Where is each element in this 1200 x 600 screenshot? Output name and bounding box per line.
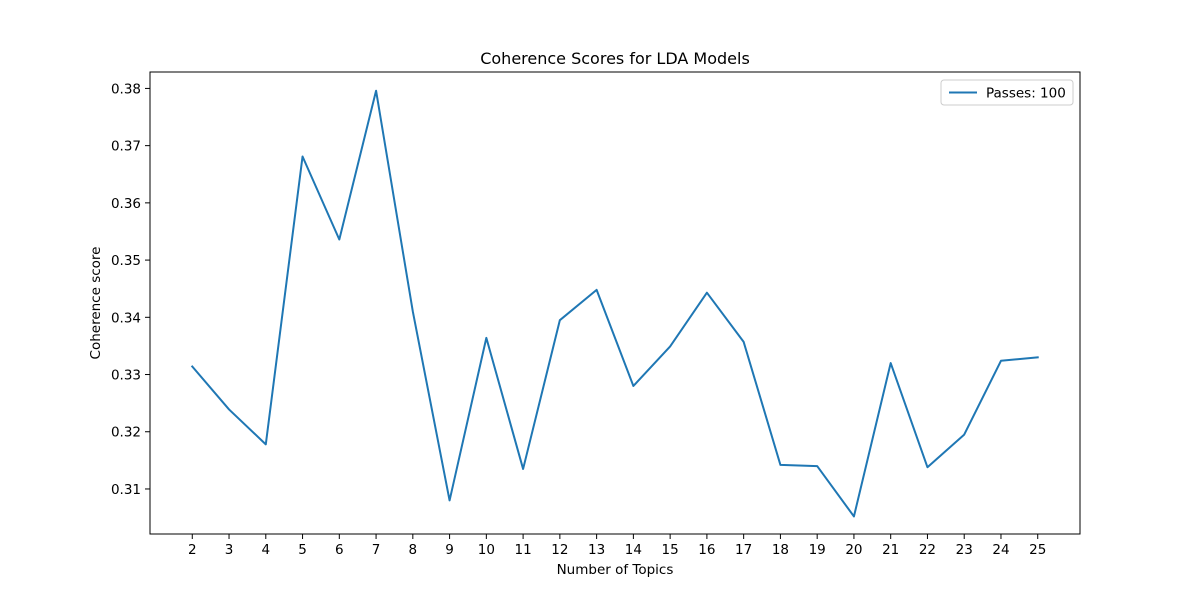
x-tick-label: 10	[478, 542, 495, 558]
x-tick-label: 23	[956, 542, 973, 558]
x-tick-label: 4	[261, 542, 270, 558]
x-tick-label: 16	[698, 542, 715, 558]
y-tick-label: 0.36	[111, 196, 141, 212]
x-tick-label: 15	[662, 542, 679, 558]
x-tick-label: 22	[919, 542, 936, 558]
plot-area	[190, 89, 1039, 518]
legend-box	[940, 79, 1074, 106]
y-tick-label: 0.32	[111, 425, 141, 441]
y-tick-label: 0.37	[111, 139, 141, 155]
x-axis-label: Number of Topics	[557, 562, 674, 578]
legend: Passes: 100	[940, 79, 1074, 106]
x-tick-label: 24	[992, 542, 1009, 558]
x-tick-label: 21	[882, 542, 899, 558]
x-tick-label: 9	[445, 542, 454, 558]
series-line-0	[190, 89, 1039, 518]
x-tick-label: 14	[625, 542, 642, 558]
x-tick-label: 8	[409, 542, 418, 558]
x-tick-label: 3	[225, 542, 234, 558]
x-tick-label: 19	[809, 542, 826, 558]
chart-title: Coherence Scores for LDA Models	[480, 49, 750, 68]
x-tick-label: 7	[372, 542, 381, 558]
x-tick-label: 5	[298, 542, 307, 558]
y-tick-label: 0.34	[111, 310, 141, 326]
x-tick-label: 18	[772, 542, 789, 558]
x-tick-label: 6	[335, 542, 344, 558]
axes: 2 3 4 5 6 7 8 9 10 11 12 13 14 15 16 17 18 19 20 21 22 23 24 25…	[111, 71, 1081, 558]
x-tick-label: 2	[188, 542, 197, 558]
x-tick-label: 12	[551, 542, 568, 558]
x-tick-label: 17	[735, 542, 752, 558]
x-tick-label: 11	[515, 542, 532, 558]
legend-label: Passes: 100	[986, 86, 1066, 102]
axes-frame	[149, 71, 1081, 535]
y-tick-label: 0.31	[111, 482, 141, 498]
y-axis-label: Coherence score	[88, 247, 104, 360]
y-tick-label: 0.35	[111, 253, 141, 269]
y-tick-label: 0.38	[111, 81, 141, 97]
x-tick-label: 13	[588, 542, 605, 558]
x-tick-label: 25	[1029, 542, 1046, 558]
y-tick-label: 0.33	[111, 368, 141, 384]
x-tick-label: 20	[845, 542, 862, 558]
